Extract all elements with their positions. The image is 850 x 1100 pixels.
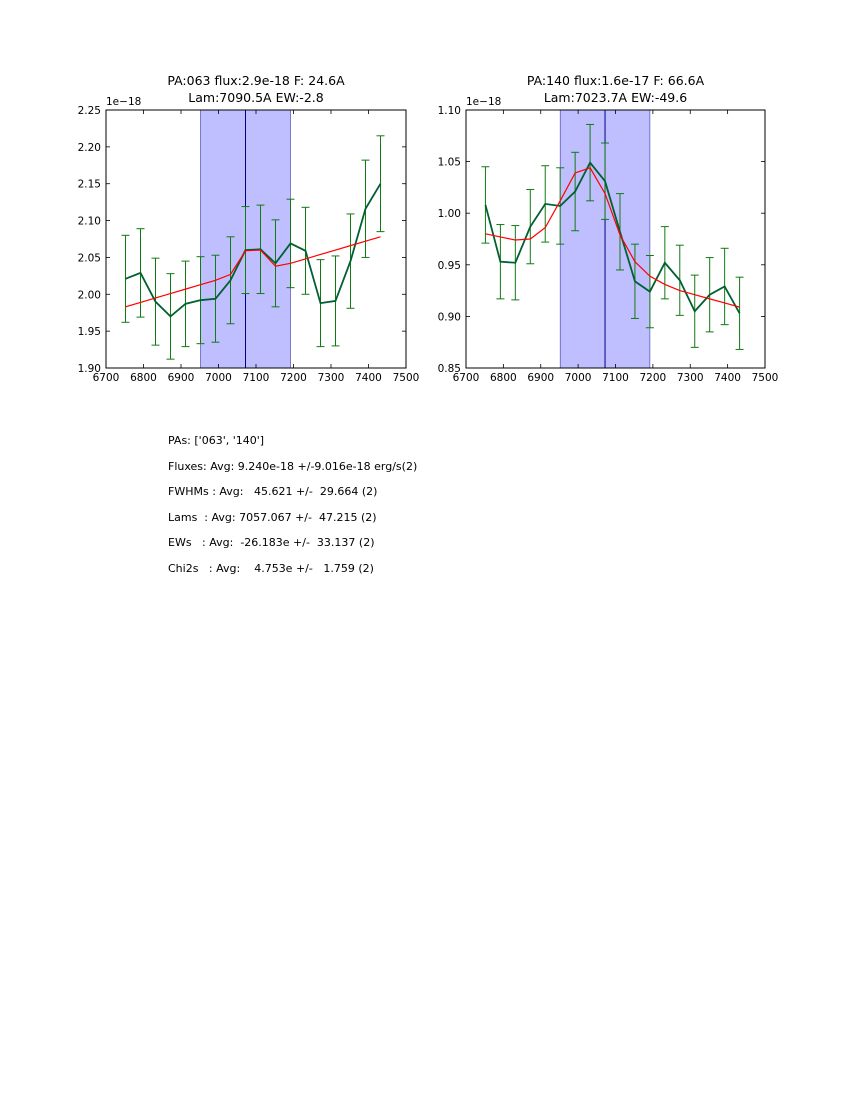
y-tick-label: 1.05	[438, 157, 461, 169]
stats-ews: EWs : Avg: -26.183e +/- 33.137 (2)	[168, 536, 375, 550]
series-data-line	[484, 160, 741, 314]
x-tick-label: 6800	[130, 372, 157, 384]
axis-offset-label: 1e−18	[466, 96, 501, 108]
x-tick-label: 6700	[453, 372, 480, 384]
stats-fwhms: FWHMs : Avg: 45.621 +/- 29.664 (2)	[168, 485, 378, 499]
x-tick-label: 7400	[714, 372, 741, 384]
x-tick-label: 7000	[205, 372, 232, 384]
y-tick-label: 2.20	[78, 142, 101, 154]
stats-block: PAs: ['063', '140'] Fluxes: Avg: 9.240e-…	[168, 435, 417, 589]
x-tick-label: 7300	[677, 372, 704, 384]
x-tick-label: 7300	[318, 372, 345, 384]
y-tick-label: 2.00	[78, 289, 101, 301]
y-tick-label: 0.95	[438, 260, 461, 272]
y-tick-label: 2.10	[78, 216, 101, 228]
x-tick-label: 7200	[640, 372, 667, 384]
y-tick-label: 1.95	[78, 326, 101, 338]
x-tick-label: 6700	[93, 372, 120, 384]
stats-lams: Lams : Avg: 7057.067 +/- 47.215 (2)	[168, 510, 377, 524]
x-tick-label: 7500	[752, 372, 779, 384]
chart-title-line1: PA:140 flux:1.6e-17 F: 66.6A	[527, 73, 705, 88]
y-tick-label: 1.90	[78, 363, 101, 375]
x-tick-label: 7400	[355, 372, 382, 384]
y-tick-label: 1.10	[438, 105, 461, 117]
stats-pas: PAs: ['063', '140']	[168, 434, 265, 447]
chart-title-line2: Lam:7090.5A EW:-2.8	[188, 90, 323, 105]
chart-2: 6700 6800 6900 7000 7100 7200 7300 7400 7500 0.85…	[438, 73, 779, 384]
x-tick-label: 7100	[243, 372, 270, 384]
chart-title-line2: Lam:7023.7A EW:-49.6	[544, 90, 687, 105]
x-tick-label: 6800	[490, 372, 517, 384]
x-tick-label: 6900	[168, 372, 195, 384]
x-tick-label: 7100	[602, 372, 629, 384]
y-tick-label: 2.05	[78, 252, 101, 264]
x-tick-label: 7200	[280, 372, 307, 384]
stats-chi2s: Chi2s : Avg: 4.753e +/- 1.759 (2)	[168, 561, 374, 575]
chart-title-line1: PA:063 flux:2.9e-18 F: 24.6A	[167, 73, 345, 88]
x-tick-label: 7500	[393, 372, 420, 384]
chart-1: 6700 6800 6900 7000 7100 7200 7300 7400 7500 1.90…	[78, 73, 420, 384]
y-tick-label: 0.85	[438, 363, 461, 375]
error-bar	[735, 276, 744, 350]
y-tick-label: 2.15	[78, 179, 101, 191]
stats-fluxes: Fluxes: Avg: 9.240e-18 +/-9.016e-18 erg/…	[168, 459, 418, 473]
y-tick-label: 2.25	[78, 105, 101, 117]
y-tick-label: 1.00	[438, 208, 461, 220]
x-tick-label: 6900	[527, 372, 554, 384]
series-model-line	[485, 167, 740, 308]
x-tick-label: 7000	[565, 372, 592, 384]
axis-offset-label: 1e−18	[106, 96, 141, 108]
series-data-line	[125, 183, 382, 318]
series-model-line	[125, 236, 381, 308]
y-tick-label: 0.90	[438, 311, 461, 323]
